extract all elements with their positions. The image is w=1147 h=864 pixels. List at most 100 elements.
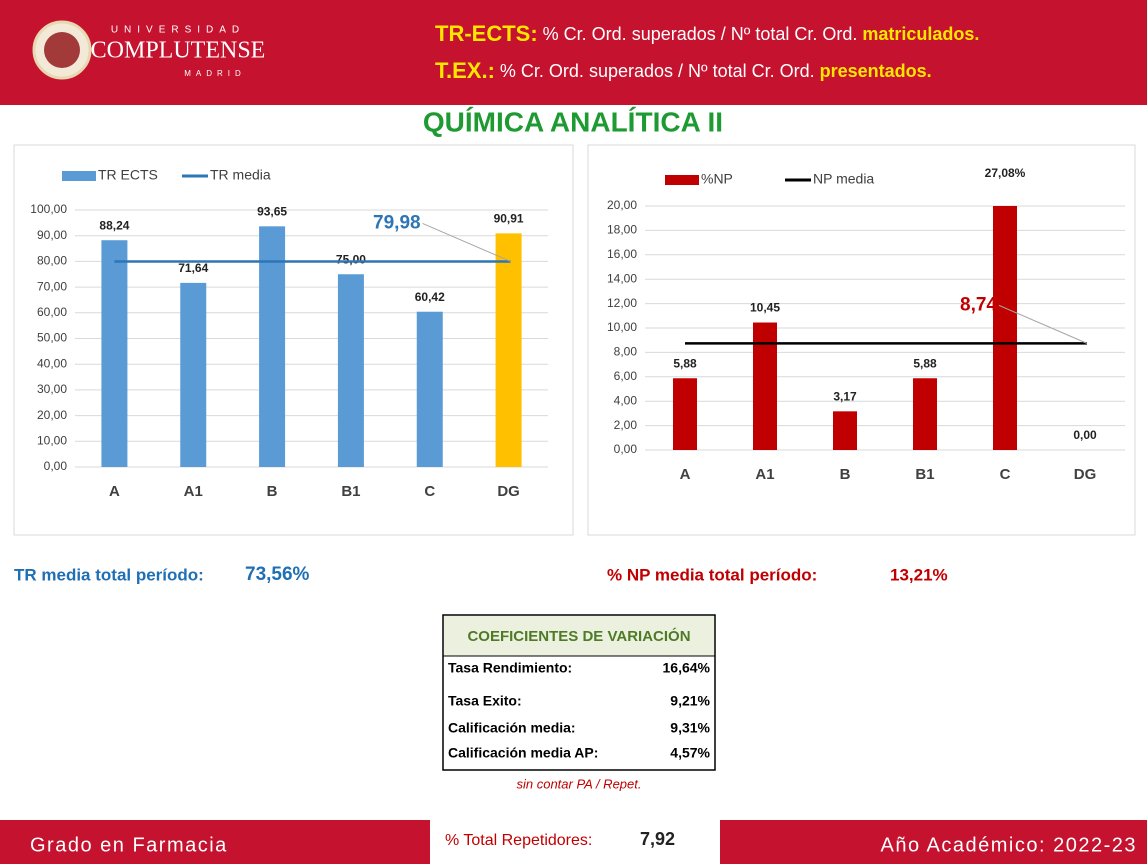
y-tick-label: 100,00 (30, 202, 67, 216)
y-tick-label: 8,00 (614, 345, 638, 359)
summary-label: % NP media total período: (607, 565, 817, 584)
label-leader (422, 222, 511, 262)
logo-top: UNIVERSIDAD (111, 25, 245, 36)
bar (101, 240, 128, 467)
data-label: 75,00 (336, 252, 366, 266)
x-tick-label: A1 (184, 483, 203, 500)
data-label: 10,45 (750, 301, 780, 315)
x-tick-label: B1 (915, 466, 934, 483)
footer-rep-label: % Total Repetidores: (445, 832, 592, 849)
x-tick-label: A1 (755, 466, 774, 483)
header-end: presentados. (820, 61, 932, 81)
footer-left: Grado en Farmacia (30, 834, 228, 856)
y-tick-label: 10,00 (37, 433, 67, 447)
y-tick-label: 18,00 (607, 223, 637, 237)
y-tick-label: 70,00 (37, 279, 67, 293)
y-tick-label: 20,00 (607, 198, 637, 212)
x-tick-label: A (109, 483, 120, 500)
y-tick-label: 2,00 (614, 418, 638, 432)
data-label: 5,88 (673, 356, 697, 370)
table-cell: 9,31% (670, 720, 710, 736)
chart-frame (587, 144, 1136, 536)
table-cell: Tasa Rendimiento: (448, 660, 572, 676)
legend-label: TR ECTS (98, 167, 158, 183)
x-tick-label: DG (497, 483, 520, 500)
y-tick-label: 0,00 (44, 459, 68, 473)
data-label: 5,88 (913, 356, 937, 370)
table-rows: Tasa Rendimiento: 16,64% Tasa Exito: 9,21% C… (448, 660, 711, 761)
y-tick-label: 30,00 (37, 382, 67, 396)
chart-frame (13, 144, 574, 536)
table-title: COEFICIENTES DE VARIACIÓN (467, 627, 690, 645)
header-text: % Cr. Ord. superados / Nº total Cr. Ord. (500, 61, 815, 81)
y-tick-label: 12,00 (607, 296, 637, 310)
table-cell: 16,64% (663, 660, 711, 676)
label-leader (998, 304, 1088, 344)
bar (495, 233, 522, 467)
bar (993, 206, 1017, 450)
header-key: T.EX.: (435, 58, 495, 83)
summary-value: 73,56% (245, 564, 310, 585)
y-tick-label: 20,00 (37, 408, 67, 422)
legend-swatch (665, 175, 699, 185)
x-tick-label: B (840, 466, 851, 483)
y-tick-label: 50,00 (37, 331, 67, 345)
logo-main: COMPLUTENSE (91, 38, 266, 64)
x-tick-label: C (424, 483, 435, 500)
table-cell: 4,57% (670, 745, 710, 761)
footer-rep-value: 7,92 (640, 829, 675, 849)
logo-bottom: MADRID (184, 69, 246, 78)
header-text: % Cr. Ord. superados / Nº total Cr. Ord. (543, 24, 858, 44)
x-tick-label: B (267, 483, 278, 500)
y-tick-label: 14,00 (607, 271, 637, 285)
table-note: sin contar PA / Repet. (516, 776, 641, 791)
footer-right: Año Académico: 2022-23 (881, 834, 1138, 856)
y-tick-label: 0,00 (614, 442, 638, 456)
header-line: TR-ECTS: % Cr. Ord. superados / Nº total… (435, 21, 979, 46)
y-tick-label: 60,00 (37, 305, 67, 319)
header-band (0, 0, 1147, 105)
y-tick-label: 16,00 (607, 247, 637, 261)
data-label: 71,64 (178, 261, 208, 275)
data-label: 3,17 (833, 389, 857, 403)
data-label: 0,00 (1073, 428, 1097, 442)
logo-seal-inner (44, 32, 80, 68)
y-tick-label: 10,00 (607, 320, 637, 334)
slide-title: QUÍMICA ANALÍTICA II (423, 106, 723, 137)
y-tick-label: 90,00 (37, 228, 67, 242)
legend-label: %NP (701, 171, 733, 187)
header-key: TR-ECTS: (435, 21, 538, 46)
summary-value: 13,21% (890, 565, 948, 584)
charts: 0,00 10,00 20,00 30,00 40,00 50,00 60,00 70,00 8… (30, 166, 1125, 500)
x-tick-label: C (1000, 466, 1011, 483)
bar (416, 311, 443, 467)
header-end: matriculados. (862, 24, 979, 44)
summary-label: TR media total período: (14, 565, 204, 584)
data-label: 60,42 (415, 290, 445, 304)
legend-label: NP media (813, 171, 874, 187)
bar (259, 226, 286, 467)
table-header-bg (444, 616, 714, 656)
bar (673, 378, 697, 450)
x-tick-label: B1 (341, 483, 360, 500)
bar (180, 282, 207, 467)
data-label: 88,24 (99, 218, 129, 232)
bar (833, 411, 857, 450)
x-tick-label: A (680, 466, 691, 483)
y-tick-label: 6,00 (614, 369, 638, 383)
mean-label: 79,98 (373, 212, 421, 233)
legend-swatch (62, 171, 96, 181)
y-tick-label: 80,00 (37, 254, 67, 268)
y-tick-label: 40,00 (37, 356, 67, 370)
bar (753, 322, 777, 450)
x-tick-label: DG (1074, 466, 1097, 483)
data-label: 90,91 (494, 212, 524, 226)
data-label: 93,65 (257, 204, 287, 218)
table-cell: Calificación media: (448, 720, 576, 736)
data-label: 27,08% (985, 166, 1026, 180)
bar (337, 274, 364, 467)
bar (913, 378, 937, 450)
legend-label: TR media (210, 167, 271, 183)
